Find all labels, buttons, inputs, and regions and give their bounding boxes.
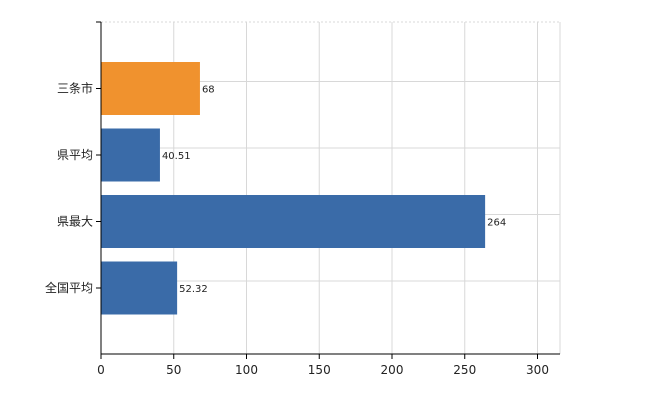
bar-3 bbox=[101, 261, 178, 315]
bar-0 bbox=[101, 62, 200, 115]
data-label-2: 264 bbox=[487, 218, 506, 229]
data-label-0: 68 bbox=[202, 85, 215, 96]
axes bbox=[96, 21, 560, 359]
data-label-1: 40.51 bbox=[162, 151, 191, 162]
labels: 68 40.51 264 52.32 0 50 100 150 200 250 300 三条市県平均県… bbox=[45, 81, 549, 378]
bar-2 bbox=[101, 195, 486, 248]
x-tick-label-300: 300 bbox=[526, 363, 549, 377]
x-tick-label-0: 0 bbox=[97, 363, 105, 377]
x-tick-label-50: 50 bbox=[166, 363, 181, 377]
x-tick-label-200: 200 bbox=[381, 363, 404, 377]
category-label-3: 全国平均 bbox=[45, 280, 93, 295]
category-label-2: 県最大 bbox=[57, 215, 93, 229]
bars bbox=[101, 62, 486, 315]
bar-1 bbox=[101, 128, 160, 182]
category-label-1: 県平均 bbox=[57, 148, 93, 162]
category-label-0: 三条市 bbox=[57, 81, 93, 96]
x-tick-label-100: 100 bbox=[235, 363, 258, 377]
x-tick-label-150: 150 bbox=[308, 363, 331, 377]
x-tick-label-250: 250 bbox=[453, 363, 476, 377]
data-label-3: 52.32 bbox=[179, 284, 208, 295]
